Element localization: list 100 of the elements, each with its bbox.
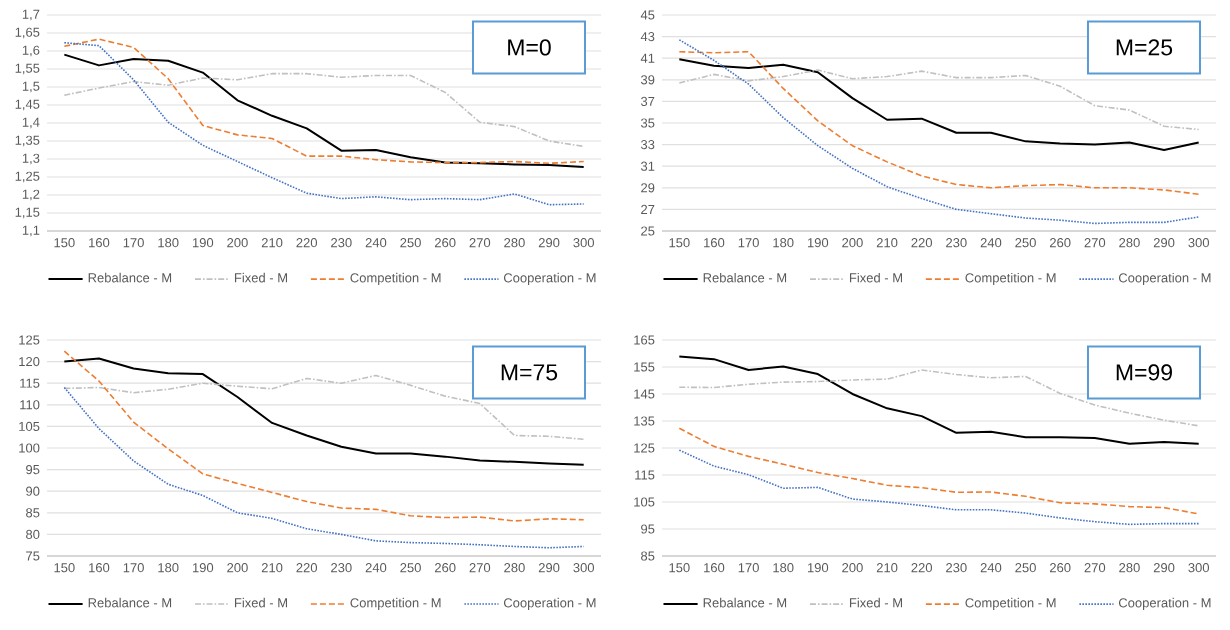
legend-label: Competition - M	[965, 597, 1056, 610]
legend-label: Rebalance - M	[88, 597, 172, 608]
x-tick-label: 240	[365, 238, 387, 248]
x-tick-label: 200	[842, 563, 863, 573]
annotation: M=99	[1116, 364, 1172, 381]
y-tick-label: 41	[640, 53, 655, 63]
legend-label: Cooperation - M	[503, 597, 596, 610]
x-tick-label: 230	[331, 238, 352, 248]
legend-label: Cooperation - M	[1118, 272, 1211, 285]
y-tick-label: 25	[641, 226, 655, 236]
x-tick-label: 300	[573, 238, 595, 248]
x-tick-label: 210	[261, 563, 283, 573]
x-tick-label: 170	[738, 238, 759, 248]
x-tick-label: 240	[980, 563, 1002, 573]
y-tick-label: 115	[635, 470, 655, 480]
x-tick-label: 180	[773, 238, 794, 248]
legend-label: Cooperation - M	[503, 272, 596, 285]
y-tick-label: 1,25	[15, 171, 40, 183]
annotation: M=0	[508, 39, 551, 56]
legend-label: Rebalance - M	[703, 597, 787, 608]
y-tick-label: 33	[640, 140, 655, 150]
y-tick-label: 31	[640, 161, 655, 171]
x-tick-label: 170	[123, 238, 144, 248]
legend-label: Fixed - M	[849, 597, 902, 608]
x-tick-label: 290	[1153, 238, 1175, 248]
x-tick-label: 280	[504, 563, 525, 573]
x-tick-label: 270	[469, 563, 491, 573]
legend-label: Fixed - M	[849, 272, 902, 283]
x-tick-label: 150	[669, 563, 690, 573]
x-tick-label: 240	[980, 238, 1002, 248]
x-tick-label: 150	[54, 563, 75, 573]
x-tick-label: 170	[738, 563, 759, 573]
line-series	[63, 386, 585, 549]
x-tick-label: 160	[89, 238, 110, 248]
x-tick-label: 170	[123, 563, 144, 573]
x-tick-label: 300	[573, 563, 595, 573]
x-tick-label: 220	[911, 563, 933, 573]
x-tick-label: 230	[331, 563, 352, 573]
legend-label: Fixed - M	[234, 597, 287, 608]
x-tick-label: 210	[261, 238, 283, 248]
x-tick-label: 180	[158, 563, 179, 573]
x-tick-label: 290	[1153, 563, 1175, 573]
x-tick-label: 230	[946, 563, 967, 573]
y-tick-label: 1,7	[22, 9, 40, 21]
x-tick-label: 160	[704, 238, 725, 248]
y-tick-label: 1,3	[22, 153, 40, 165]
x-tick-label: 200	[227, 238, 248, 248]
y-tick-label: 105	[19, 421, 40, 431]
line-series	[678, 427, 1200, 515]
x-tick-label: 270	[469, 238, 491, 248]
x-tick-label: 280	[504, 238, 525, 248]
line-series	[678, 39, 1200, 225]
x-tick-label: 200	[227, 563, 248, 573]
x-tick-label: 210	[876, 238, 898, 248]
x-tick-label: 180	[158, 238, 179, 248]
line-series	[678, 69, 1200, 131]
x-tick-label: 290	[538, 563, 560, 573]
x-tick-label: 220	[911, 238, 933, 248]
x-tick-label: 190	[807, 238, 829, 248]
annotation: M=75	[501, 364, 558, 381]
y-tick-label: 1,6	[22, 45, 40, 57]
y-tick-label: 45	[640, 10, 655, 20]
y-tick-label: 43	[640, 32, 655, 42]
y-tick-label: 85	[26, 508, 40, 518]
y-tick-label: 135	[634, 416, 655, 426]
legend-label: Competition - M	[350, 597, 441, 610]
x-tick-label: 270	[1084, 238, 1106, 248]
x-tick-label: 260	[1050, 238, 1071, 248]
x-tick-label: 150	[54, 238, 75, 248]
y-tick-label: 1,15	[15, 207, 40, 219]
y-tick-label: 1,2	[22, 189, 40, 201]
y-tick-label: 1,65	[15, 27, 40, 39]
x-tick-label: 220	[296, 563, 318, 573]
y-tick-label: 165	[634, 335, 655, 345]
x-tick-label: 180	[773, 563, 794, 573]
x-tick-label: 260	[435, 238, 456, 248]
y-tick-label: 155	[634, 362, 655, 372]
x-tick-label: 260	[1050, 563, 1071, 573]
x-tick-label: 190	[807, 563, 829, 573]
line-series	[678, 58, 1200, 151]
legend-label: Fixed - M	[234, 272, 287, 283]
x-tick-label: 160	[89, 563, 110, 573]
x-tick-label: 300	[1188, 563, 1210, 573]
line-series	[678, 449, 1200, 526]
y-tick-label: 29	[641, 183, 655, 193]
y-tick-label: 1,5	[22, 81, 40, 93]
legend-label: Rebalance - M	[88, 272, 172, 283]
line-series	[63, 357, 585, 466]
y-tick-label: 145	[634, 389, 655, 399]
x-tick-label: 300	[1188, 238, 1210, 248]
y-tick-label: 100	[19, 443, 40, 453]
annotation: M=25	[1116, 39, 1173, 56]
y-tick-label: 39	[640, 75, 655, 85]
x-tick-label: 230	[946, 238, 967, 248]
y-tick-label: 125	[634, 443, 655, 453]
y-tick-label: 35	[640, 118, 655, 128]
y-tick-label: 95	[641, 524, 655, 534]
x-tick-label: 250	[1015, 563, 1036, 573]
line-series	[63, 72, 585, 148]
x-tick-label: 150	[669, 238, 690, 248]
